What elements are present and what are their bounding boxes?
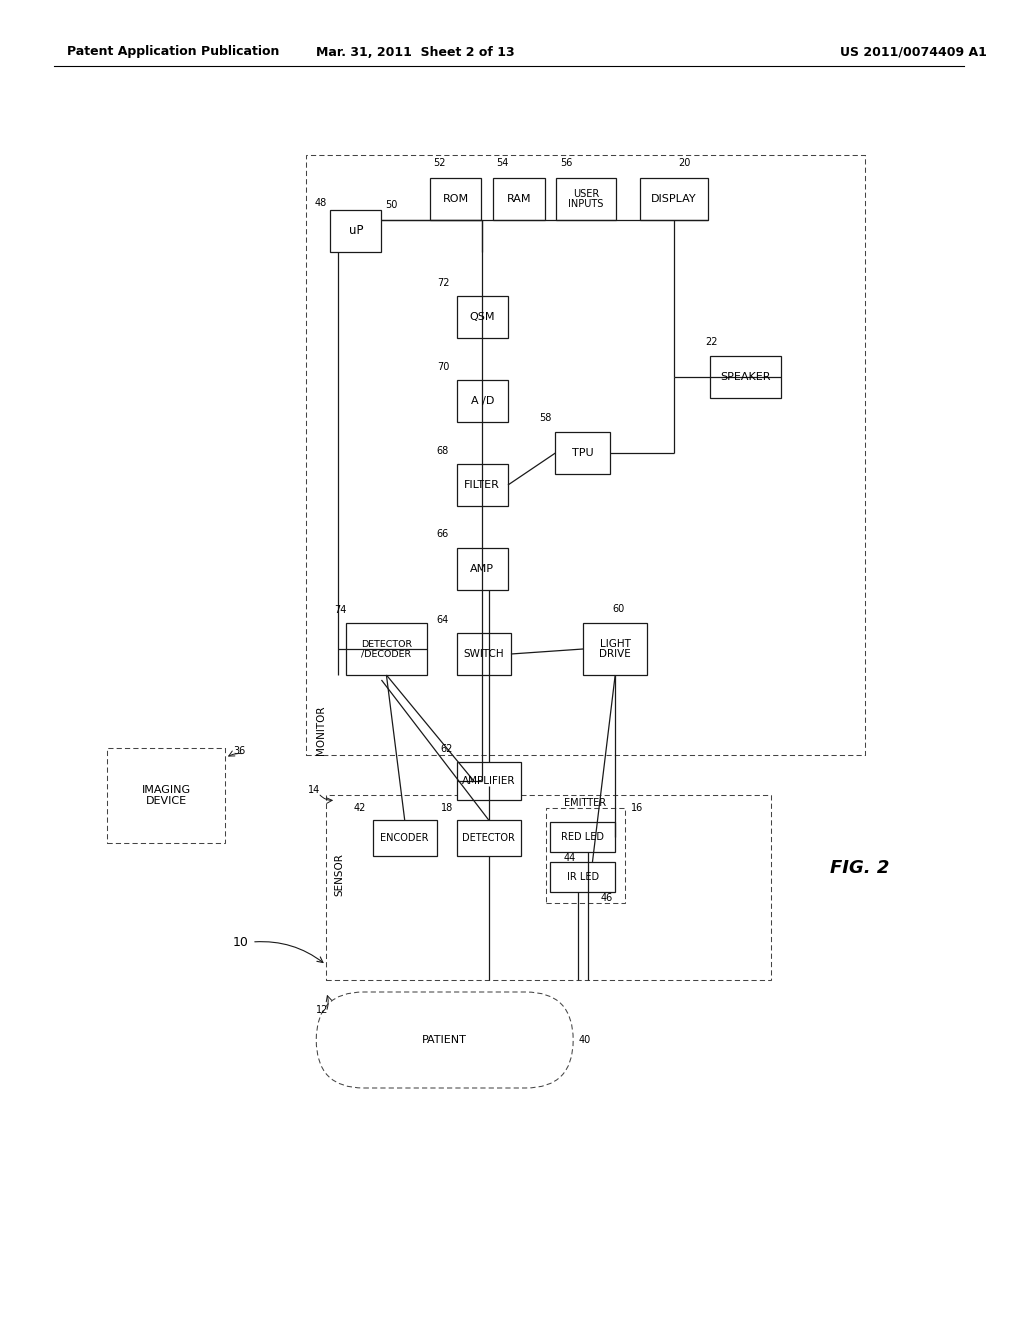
Text: 64: 64 [437, 615, 450, 624]
Text: TPU: TPU [571, 447, 593, 458]
Text: USER
INPUTS: USER INPUTS [568, 189, 604, 210]
Bar [326, 795, 771, 979]
Text: 20: 20 [678, 158, 690, 168]
Text: 44: 44 [563, 853, 575, 863]
Bar [551, 862, 614, 892]
Text: SENSOR: SENSOR [334, 854, 344, 896]
Bar [583, 623, 647, 675]
Bar [555, 432, 609, 474]
Text: 72: 72 [437, 279, 450, 288]
Text: 42: 42 [354, 803, 367, 813]
Text: 10: 10 [232, 936, 248, 949]
Text: 70: 70 [437, 362, 450, 372]
Text: 16: 16 [631, 803, 643, 813]
Text: A /D: A /D [471, 396, 494, 407]
Text: 52: 52 [433, 158, 445, 168]
Text: 22: 22 [706, 337, 718, 347]
Text: 12: 12 [316, 1005, 329, 1015]
Text: ENCODER: ENCODER [381, 833, 429, 843]
Text: 18: 18 [440, 803, 453, 813]
Bar [556, 178, 615, 220]
Text: uP: uP [348, 224, 364, 238]
Text: Mar. 31, 2011  Sheet 2 of 13: Mar. 31, 2011 Sheet 2 of 13 [315, 45, 514, 58]
Bar [640, 178, 708, 220]
Bar [330, 210, 382, 252]
Text: FIG. 2: FIG. 2 [830, 859, 890, 876]
Bar [457, 548, 508, 590]
Text: LIGHT
DRIVE: LIGHT DRIVE [599, 639, 631, 660]
Text: QSM: QSM [470, 312, 495, 322]
Text: 62: 62 [440, 744, 454, 754]
Bar [710, 356, 780, 399]
Text: DETECTOR
/DECODER: DETECTOR /DECODER [360, 640, 412, 659]
Text: RAM: RAM [507, 194, 531, 205]
Text: PATIENT: PATIENT [422, 1035, 467, 1045]
Bar [106, 748, 225, 843]
Bar [457, 634, 511, 675]
Text: ROM: ROM [442, 194, 469, 205]
Bar [306, 154, 864, 755]
Text: 56: 56 [560, 158, 572, 168]
Text: FILTER: FILTER [464, 480, 500, 490]
Text: SWITCH: SWITCH [464, 649, 504, 659]
Text: 58: 58 [540, 413, 552, 422]
Text: SPEAKER: SPEAKER [720, 372, 770, 381]
Text: 54: 54 [496, 158, 509, 168]
Text: 46: 46 [601, 894, 613, 903]
Bar [457, 296, 508, 338]
Text: DISPLAY: DISPLAY [651, 194, 696, 205]
Bar [457, 380, 508, 422]
Text: 60: 60 [612, 605, 625, 614]
Text: 50: 50 [385, 201, 397, 210]
Text: 48: 48 [314, 198, 327, 209]
Bar [457, 465, 508, 506]
Text: 36: 36 [233, 746, 246, 756]
Text: 74: 74 [334, 605, 346, 615]
Text: DETECTOR: DETECTOR [462, 833, 515, 843]
Text: 40: 40 [579, 1035, 591, 1045]
Bar [430, 178, 481, 220]
Text: AMP: AMP [470, 564, 495, 574]
Bar [457, 762, 521, 800]
Text: RED LED: RED LED [561, 832, 604, 842]
Text: 14: 14 [308, 785, 321, 795]
Text: MONITOR: MONITOR [316, 705, 327, 755]
Text: Patent Application Publication: Patent Application Publication [68, 45, 280, 58]
Bar [546, 808, 625, 903]
Text: EMITTER: EMITTER [564, 799, 606, 808]
Text: 68: 68 [437, 446, 450, 455]
Bar [551, 822, 614, 851]
Text: US 2011/0074409 A1: US 2011/0074409 A1 [840, 45, 987, 58]
Bar [457, 820, 521, 855]
Text: IMAGING
DEVICE: IMAGING DEVICE [141, 784, 190, 807]
Bar [373, 820, 437, 855]
Text: AMPLIFIER: AMPLIFIER [462, 776, 515, 785]
Text: IR LED: IR LED [566, 873, 599, 882]
Bar [494, 178, 545, 220]
Bar [346, 623, 427, 675]
FancyBboxPatch shape [316, 993, 573, 1088]
Text: 66: 66 [437, 529, 450, 539]
